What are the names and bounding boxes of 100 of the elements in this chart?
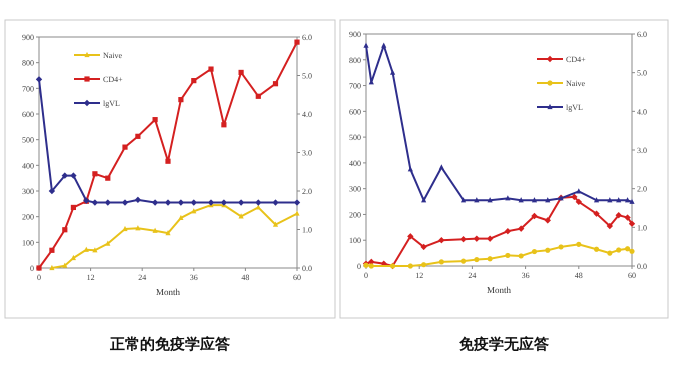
y2-tick-label: 0.0 — [637, 262, 647, 271]
point — [368, 263, 374, 269]
point — [294, 199, 300, 206]
point — [593, 210, 600, 217]
point — [363, 42, 369, 48]
point — [576, 188, 582, 194]
point — [49, 248, 54, 253]
point — [294, 40, 300, 45]
point — [624, 246, 630, 252]
point — [220, 199, 228, 206]
point — [488, 197, 493, 202]
y2-tick-label: 5.0 — [302, 72, 312, 80]
point — [92, 199, 98, 206]
point — [438, 237, 445, 244]
point — [256, 94, 261, 99]
y2-tick-label: 1.0 — [302, 226, 312, 234]
x-tick-label: 36 — [190, 273, 198, 282]
point — [49, 264, 54, 270]
y-tick-label: 100 — [22, 238, 34, 248]
x-tick-label: 48 — [574, 271, 583, 280]
point — [486, 235, 494, 242]
y2-tick-label: 2.0 — [637, 184, 647, 194]
legend-label: Naive — [566, 79, 586, 88]
point — [48, 188, 56, 194]
text: 正常的免疫学应答 — [109, 335, 230, 353]
point — [208, 199, 214, 206]
point — [208, 66, 214, 72]
point — [421, 197, 426, 202]
point — [408, 166, 413, 172]
x-tick-label: 0 — [37, 273, 41, 282]
point — [558, 244, 564, 250]
point — [488, 256, 493, 262]
y-tick-label: 300 — [22, 187, 34, 196]
y2-tick-label: 3.0 — [302, 148, 312, 158]
point — [238, 199, 244, 206]
x-axis-title: Month — [486, 285, 512, 295]
y-tick-label: 200 — [349, 210, 361, 220]
y2-tick-label: 6.0 — [302, 33, 312, 42]
legend-label: Naive — [103, 51, 123, 60]
point — [191, 208, 196, 214]
point — [594, 197, 600, 202]
point — [545, 197, 550, 202]
y2-tick-label: 2.0 — [302, 187, 312, 196]
point — [420, 244, 427, 250]
y-tick-label: 500 — [22, 136, 34, 145]
y-tick-label: 400 — [22, 161, 34, 170]
point — [474, 256, 480, 262]
point — [407, 233, 414, 240]
point — [624, 214, 631, 221]
point — [191, 78, 196, 84]
point — [238, 213, 244, 219]
y2-tick-label: 6.0 — [637, 30, 647, 39]
legend-label: lgVL — [566, 103, 583, 112]
legend-label: CD4+ — [103, 75, 124, 84]
point — [152, 117, 158, 122]
point — [408, 263, 413, 269]
y-tick-label: 300 — [349, 184, 361, 194]
point — [474, 197, 480, 202]
x-tick-label: 60 — [293, 273, 301, 282]
legend-label: lgVL — [103, 99, 120, 108]
point — [190, 199, 197, 206]
point — [607, 197, 612, 202]
point — [272, 222, 278, 227]
y-tick-label: 900 — [349, 30, 361, 39]
y2-tick-label: 1.0 — [637, 223, 647, 232]
point — [576, 198, 582, 206]
x-tick-label: 24 — [468, 271, 476, 280]
point — [381, 42, 386, 48]
point — [629, 198, 635, 204]
point — [606, 222, 614, 230]
point — [105, 240, 110, 246]
point — [134, 196, 142, 204]
point — [62, 172, 68, 179]
point — [36, 76, 42, 83]
point — [460, 236, 467, 242]
point — [518, 197, 524, 202]
point — [104, 199, 111, 206]
point — [164, 199, 172, 206]
point — [62, 262, 68, 268]
y-tick-label: 800 — [22, 58, 34, 68]
point — [122, 144, 128, 150]
text: 免疫学无应答 — [458, 335, 549, 353]
point — [272, 81, 278, 86]
point — [531, 212, 538, 220]
point — [135, 134, 140, 139]
point — [105, 176, 110, 181]
point — [460, 258, 466, 264]
point — [92, 247, 98, 252]
point — [122, 199, 128, 206]
point — [576, 242, 582, 247]
x-tick-label: 0 — [364, 271, 368, 280]
point — [505, 195, 510, 200]
point — [616, 247, 622, 253]
point — [532, 197, 538, 202]
point — [607, 250, 612, 256]
y-tick-label: 0 — [357, 262, 361, 271]
point — [474, 235, 480, 242]
point — [363, 262, 369, 268]
point — [390, 70, 396, 75]
x-tick-label: 24 — [138, 273, 146, 282]
